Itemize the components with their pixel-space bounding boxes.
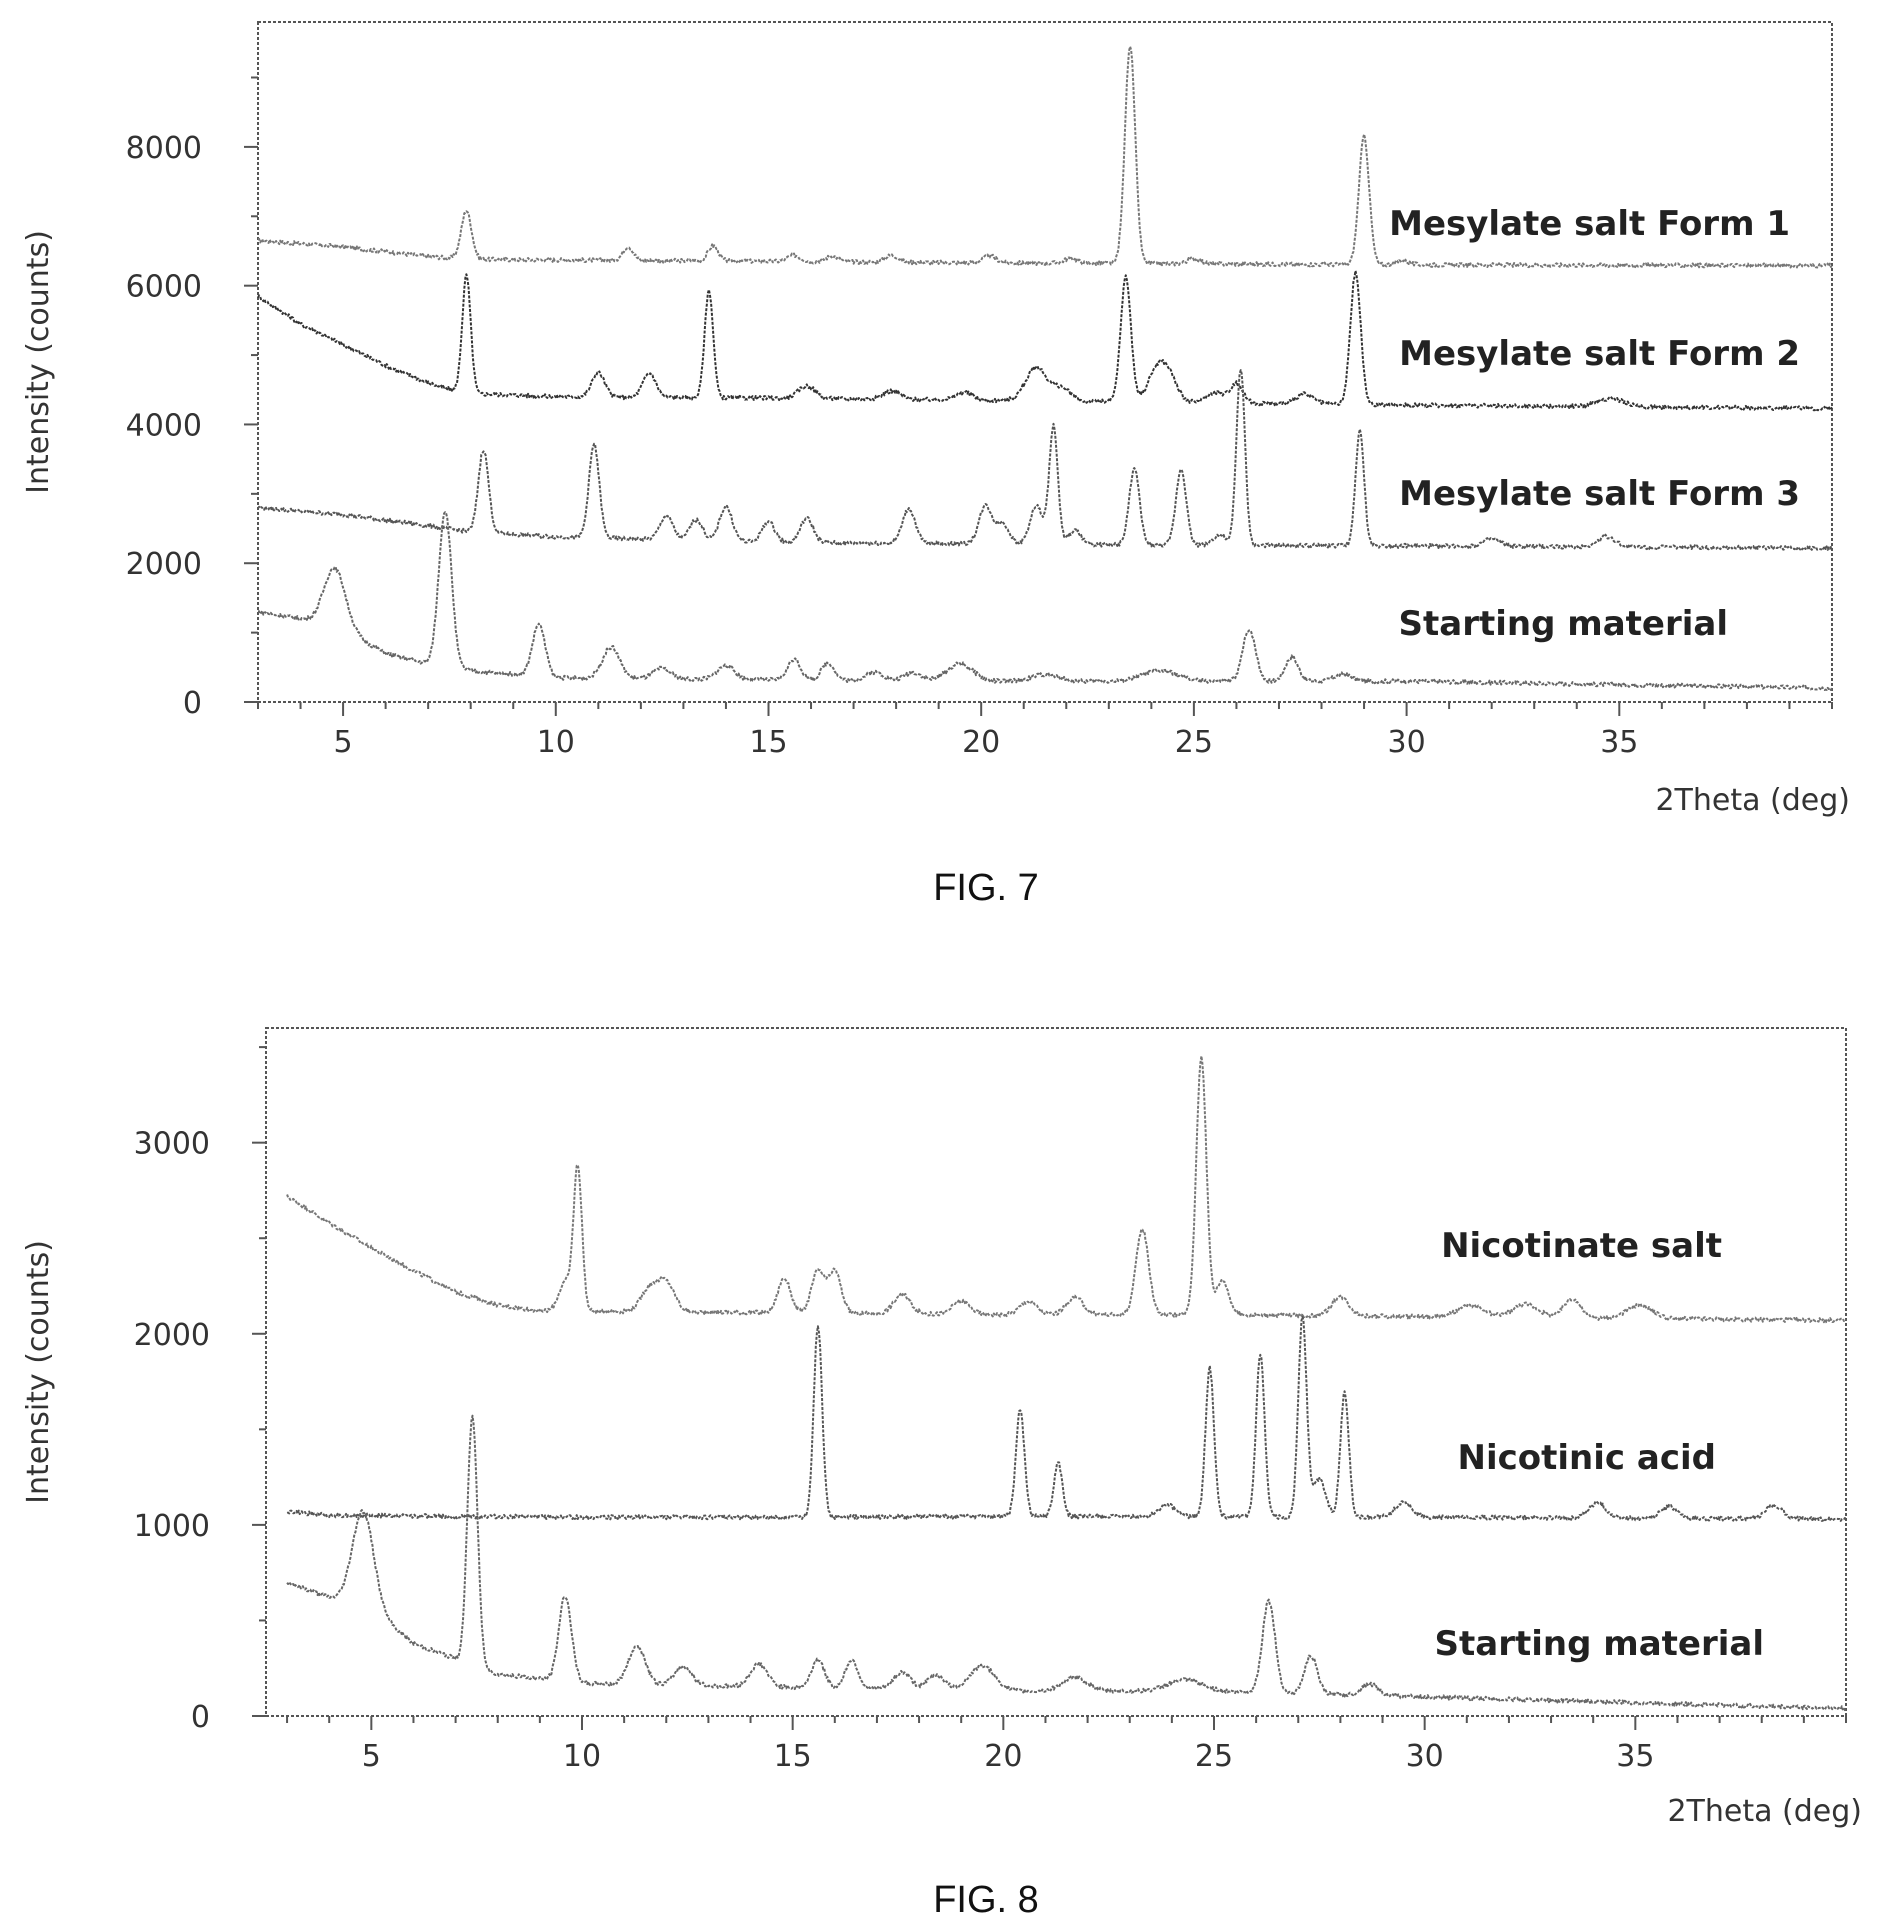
fig7-series-line: [257, 511, 1833, 691]
fig7-caption: FIG. 7: [933, 867, 1039, 909]
fig8-chart: 5 10 15 20 25 30 35 0 1000 2000 3000 2Theta (deg) In…: [21, 1027, 1862, 1829]
fig7-x-tick-label: 30: [1388, 725, 1426, 760]
fig7-x-tick-label: 35: [1600, 725, 1638, 760]
fig7-x-tick-label: 25: [1175, 725, 1213, 760]
fig7-series-label: Mesylate salt Form 1: [1389, 204, 1790, 244]
fig7-x-tick-label: 5: [334, 725, 353, 760]
fig7-y-axis-label: Intensity (counts): [21, 230, 56, 494]
fig7-y-tick-label: 8000: [126, 131, 202, 166]
fig7-series-line: [257, 269, 1833, 412]
fig7-series-line: [257, 45, 1833, 269]
fig8-x-tick-label: 35: [1616, 1739, 1654, 1774]
fig8-x-tick-label: 25: [1195, 1739, 1233, 1774]
fig8-caption: FIG. 8: [933, 1879, 1039, 1921]
fig8-y-tick-label: 2000: [134, 1318, 210, 1353]
fig8-series-label: Nicotinate salt: [1441, 1226, 1722, 1266]
fig8-series-label: Starting material: [1435, 1624, 1764, 1664]
fig7-y-tick-label: 2000: [126, 547, 202, 582]
fig7-series-label: Mesylate salt Form 2: [1399, 334, 1800, 374]
fig8-plot-frame: [265, 1027, 1847, 1717]
fig8-y-tick-label: 0: [191, 1700, 210, 1735]
fig7-y-tick-label: 0: [183, 686, 202, 721]
fig7-series-label: Starting material: [1399, 604, 1728, 644]
fig7-series-label: Mesylate salt Form 3: [1399, 474, 1800, 514]
fig8-x-tick-label: 20: [984, 1739, 1022, 1774]
fig8-x-tick-label: 5: [362, 1739, 381, 1774]
fig7-plot-frame: [257, 21, 1833, 703]
fig7-chart: 5 10 15 20 25 30 35 0 2000 4000 6000 8000 2Theta (de…: [21, 21, 1850, 818]
fig7-x-axis-label: 2Theta (deg): [1655, 783, 1850, 818]
fig8-y-axis-label: Intensity (counts): [21, 1240, 56, 1504]
fig8-series-line: [286, 1315, 1847, 1522]
fig7-series-line: [257, 369, 1833, 551]
fig8-y-tick-label: 1000: [134, 1509, 210, 1544]
fig7-x-tick-label: 15: [749, 725, 787, 760]
fig8-x-tick-label: 30: [1406, 1739, 1444, 1774]
fig8-x-axis-label: 2Theta (deg): [1667, 1794, 1862, 1829]
fig8-x-tick-label: 15: [774, 1739, 812, 1774]
fig8-series-line: [286, 1414, 1847, 1712]
fig7-x-tick-label: 10: [537, 725, 575, 760]
fig8-series-label: Nicotinic acid: [1458, 1438, 1716, 1478]
fig7-x-tick-label: 20: [962, 725, 1000, 760]
fig8-y-tick-label: 3000: [134, 1127, 210, 1162]
fig7-y-tick-label: 6000: [126, 270, 202, 305]
fig7-y-tick-label: 4000: [126, 408, 202, 443]
fig8-series-line: [286, 1055, 1847, 1324]
fig8-x-tick-label: 10: [563, 1739, 601, 1774]
